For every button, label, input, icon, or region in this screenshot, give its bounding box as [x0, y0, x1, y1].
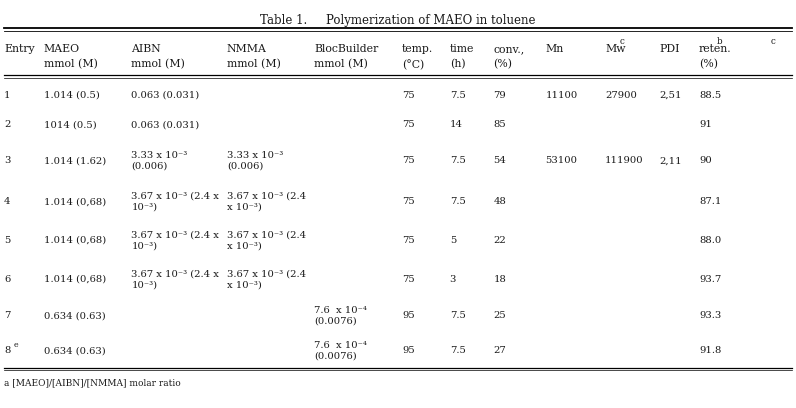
Text: 7: 7 — [4, 311, 10, 321]
Text: 3: 3 — [450, 275, 456, 284]
Text: reten.: reten. — [699, 44, 732, 54]
Text: 7.5: 7.5 — [450, 197, 466, 206]
Text: 3.67 x 10⁻³ (2.4 x
10⁻³): 3.67 x 10⁻³ (2.4 x 10⁻³) — [131, 269, 219, 289]
Text: 6: 6 — [4, 275, 10, 284]
Text: 95: 95 — [402, 346, 415, 355]
Text: 3.33 x 10⁻³
(0.006): 3.33 x 10⁻³ (0.006) — [227, 151, 283, 171]
Text: 48: 48 — [494, 197, 506, 206]
Text: temp.: temp. — [402, 44, 433, 54]
Text: BlocBuilder: BlocBuilder — [314, 44, 379, 54]
Text: 7.6  x 10⁻⁴
(0.0076): 7.6 x 10⁻⁴ (0.0076) — [314, 341, 367, 361]
Text: (°C): (°C) — [402, 59, 424, 70]
Text: 91.8: 91.8 — [699, 346, 721, 355]
Text: 3.67 x 10⁻³ (2.4 x
10⁻³): 3.67 x 10⁻³ (2.4 x 10⁻³) — [131, 231, 219, 251]
Text: 3.67 x 10⁻³ (2.4
x 10⁻³): 3.67 x 10⁻³ (2.4 x 10⁻³) — [227, 231, 306, 251]
Text: 85: 85 — [494, 120, 506, 129]
Text: 88.5: 88.5 — [699, 91, 721, 100]
Text: conv.,: conv., — [494, 44, 525, 54]
Text: 7.5: 7.5 — [450, 311, 466, 321]
Text: 27900: 27900 — [605, 91, 637, 100]
Text: Mw: Mw — [605, 44, 626, 54]
Text: mmol (M): mmol (M) — [227, 59, 281, 70]
Text: 11100: 11100 — [545, 91, 578, 100]
Text: c: c — [771, 37, 776, 46]
Text: 1: 1 — [4, 91, 10, 100]
Text: 5: 5 — [4, 236, 10, 245]
Text: 54: 54 — [494, 156, 506, 166]
Text: 79: 79 — [494, 91, 506, 100]
Text: 25: 25 — [494, 311, 506, 321]
Text: 7.5: 7.5 — [450, 91, 466, 100]
Text: time: time — [450, 44, 474, 54]
Text: 1014 (0.5): 1014 (0.5) — [44, 120, 96, 129]
Text: 7.5: 7.5 — [450, 346, 466, 355]
Text: 91: 91 — [699, 120, 712, 129]
Text: 3.33 x 10⁻³
(0.006): 3.33 x 10⁻³ (0.006) — [131, 151, 188, 171]
Text: 87.1: 87.1 — [699, 197, 721, 206]
Text: b: b — [717, 37, 723, 46]
Text: 2,11: 2,11 — [659, 156, 681, 166]
Text: 5: 5 — [450, 236, 456, 245]
Text: a [MAEO]/[AIBN]/[NMMA] molar ratio: a [MAEO]/[AIBN]/[NMMA] molar ratio — [4, 378, 181, 387]
Text: 0.063 (0.031): 0.063 (0.031) — [131, 91, 200, 100]
Text: 93.3: 93.3 — [699, 311, 721, 321]
Text: 53100: 53100 — [545, 156, 577, 166]
Text: 2,51: 2,51 — [659, 91, 681, 100]
Text: 1.014 (0,68): 1.014 (0,68) — [44, 275, 106, 284]
Text: 0.634 (0.63): 0.634 (0.63) — [44, 311, 106, 321]
Text: Table 1.     Polymerization of MAEO in toluene: Table 1. Polymerization of MAEO in tolue… — [260, 14, 536, 27]
Text: (%): (%) — [494, 59, 513, 70]
Text: 22: 22 — [494, 236, 506, 245]
Text: (h): (h) — [450, 59, 466, 70]
Text: e: e — [14, 341, 18, 348]
Text: 90: 90 — [699, 156, 712, 166]
Text: 2: 2 — [4, 120, 10, 129]
Text: 1.014 (0,68): 1.014 (0,68) — [44, 236, 106, 245]
Text: 3.67 x 10⁻³ (2.4 x
10⁻³): 3.67 x 10⁻³ (2.4 x 10⁻³) — [131, 192, 219, 212]
Text: mmol (M): mmol (M) — [314, 59, 369, 70]
Text: 1.014 (0.5): 1.014 (0.5) — [44, 91, 100, 100]
Text: 95: 95 — [402, 311, 415, 321]
Text: NMMA: NMMA — [227, 44, 267, 54]
Text: PDI: PDI — [659, 44, 680, 54]
Text: 1.014 (1.62): 1.014 (1.62) — [44, 156, 106, 166]
Text: 88.0: 88.0 — [699, 236, 721, 245]
Text: 0.634 (0.63): 0.634 (0.63) — [44, 346, 106, 355]
Text: (%): (%) — [699, 59, 718, 70]
Text: 93.7: 93.7 — [699, 275, 721, 284]
Text: Entry: Entry — [4, 44, 34, 54]
Text: 18: 18 — [494, 275, 506, 284]
Text: 27: 27 — [494, 346, 506, 355]
Text: 3.67 x 10⁻³ (2.4
x 10⁻³): 3.67 x 10⁻³ (2.4 x 10⁻³) — [227, 269, 306, 289]
Text: mmol (M): mmol (M) — [131, 59, 185, 70]
Text: 75: 75 — [402, 156, 415, 166]
Text: 75: 75 — [402, 91, 415, 100]
Text: 3: 3 — [4, 156, 10, 166]
Text: 111900: 111900 — [605, 156, 644, 166]
Text: 3.67 x 10⁻³ (2.4
x 10⁻³): 3.67 x 10⁻³ (2.4 x 10⁻³) — [227, 192, 306, 212]
Text: MAEO: MAEO — [44, 44, 80, 54]
Text: 14: 14 — [450, 120, 462, 129]
Text: mmol (M): mmol (M) — [44, 59, 98, 70]
Text: 7.5: 7.5 — [450, 156, 466, 166]
Text: 75: 75 — [402, 236, 415, 245]
Text: Mn: Mn — [545, 44, 564, 54]
Text: 8: 8 — [4, 346, 10, 355]
Text: 1.014 (0,68): 1.014 (0,68) — [44, 197, 106, 206]
Text: 4: 4 — [4, 197, 10, 206]
Text: 75: 75 — [402, 275, 415, 284]
Text: c: c — [620, 37, 625, 46]
Text: 75: 75 — [402, 120, 415, 129]
Text: 75: 75 — [402, 197, 415, 206]
Text: 0.063 (0.031): 0.063 (0.031) — [131, 120, 200, 129]
Text: 7.6  x 10⁻⁴
(0.0076): 7.6 x 10⁻⁴ (0.0076) — [314, 306, 367, 326]
Text: AIBN: AIBN — [131, 44, 161, 54]
